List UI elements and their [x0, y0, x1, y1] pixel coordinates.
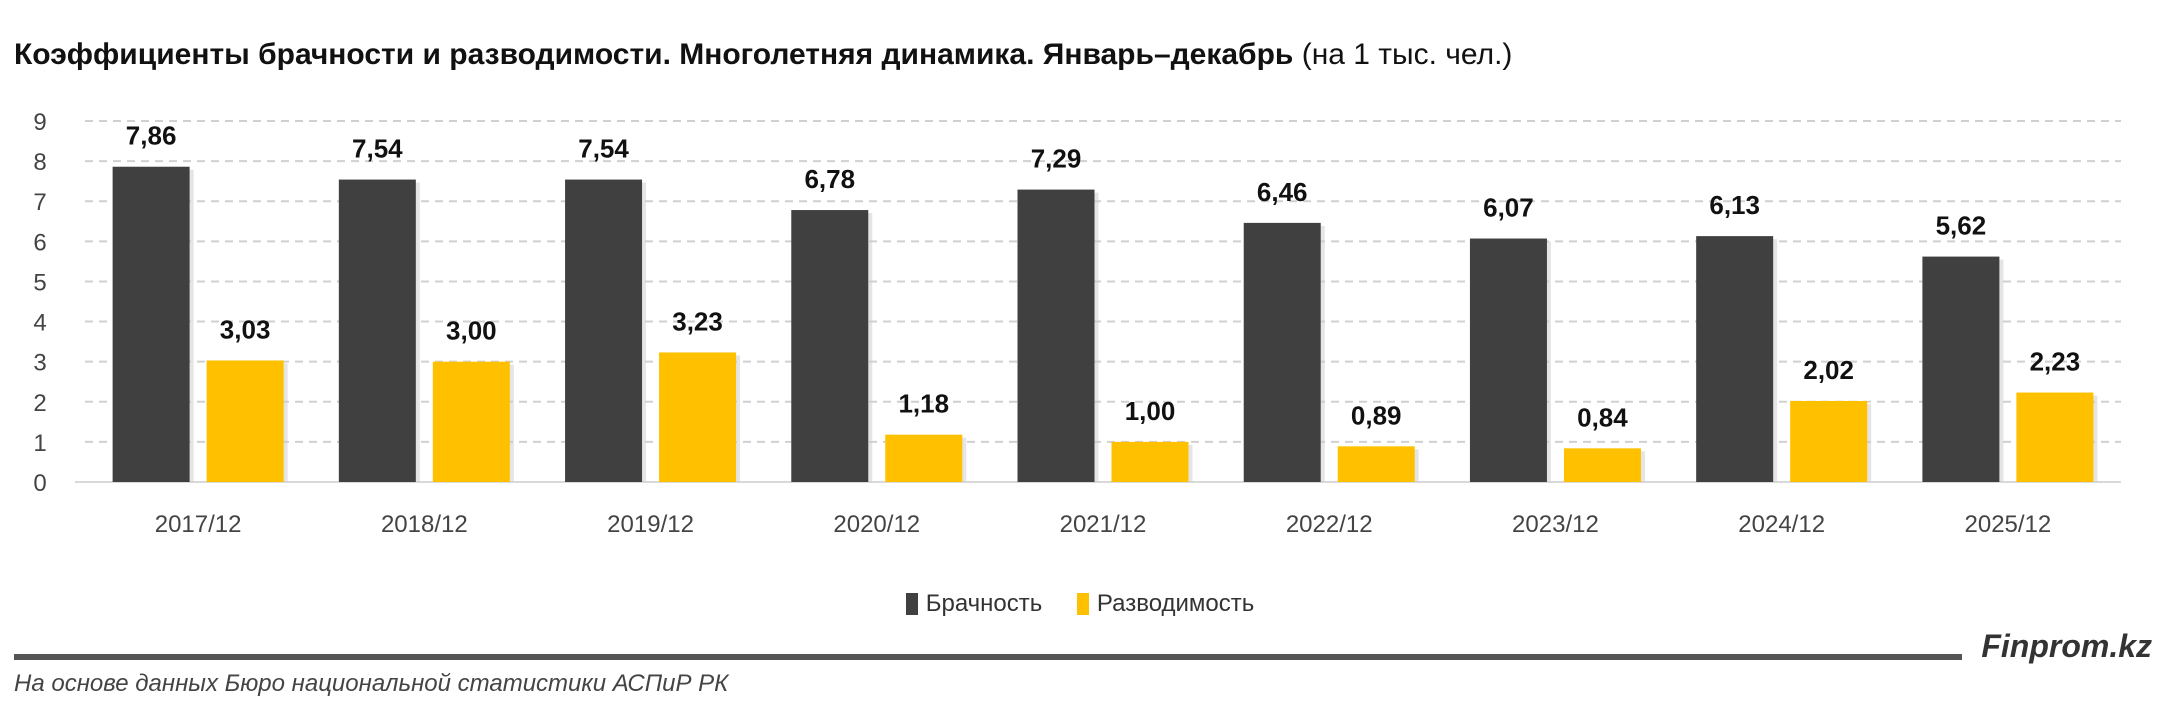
x-tick-label: 2017/12: [155, 511, 242, 538]
y-tick-label: 0: [33, 470, 46, 497]
data-label: 1,00: [1125, 396, 1176, 426]
bar-marriage: [1922, 256, 2000, 482]
chart-title: Коэффициенты брачности и разводимости. М…: [14, 38, 1513, 71]
x-tick-label: 2018/12: [381, 511, 468, 538]
bar-chart: 0 1 2 3 4 5 6 7 8 9 2017/12 7,86 3,03 2018/12 7,54 3,00…: [33, 109, 2121, 538]
y-tick-label: 1: [33, 430, 46, 457]
data-label: 7,54: [352, 134, 403, 164]
bar-divorce: [432, 361, 510, 482]
y-tick-label: 7: [33, 189, 46, 216]
bar-marriage: [565, 179, 643, 482]
x-tick-label: 2025/12: [1965, 511, 2052, 538]
legend-swatch: [905, 593, 918, 615]
data-label: 0,84: [1577, 402, 1628, 432]
legend: Брачность Разводимость: [0, 590, 2160, 622]
x-tick-label: 2023/12: [1512, 511, 1599, 538]
data-label: 3,23: [672, 306, 723, 336]
bar-marriage: [1243, 222, 1321, 483]
bar-divorce: [206, 360, 284, 482]
y-tick-label: 8: [33, 149, 46, 176]
bar-divorce: [1111, 441, 1189, 482]
y-tick-label: 2: [33, 390, 46, 417]
x-tick-label: 2024/12: [1738, 511, 1825, 538]
bar-marriage: [1469, 238, 1547, 482]
x-tick-label: 2019/12: [607, 511, 694, 538]
data-label: 6,78: [804, 164, 855, 194]
y-tick-label: 9: [33, 109, 46, 136]
legend-label: Брачность: [925, 590, 1043, 617]
data-label: 6,13: [1709, 190, 1760, 220]
data-label: 1,18: [898, 389, 949, 419]
data-label: 0,89: [1351, 400, 1402, 430]
footer-divider: [14, 654, 1962, 660]
bar-divorce: [1563, 448, 1641, 482]
data-label: 7,86: [126, 121, 177, 151]
data-label: 2,02: [1803, 355, 1854, 385]
bar-divorce: [1790, 400, 1868, 482]
x-tick-label: 2020/12: [833, 511, 920, 538]
data-label: 3,03: [220, 314, 271, 344]
data-label: 6,07: [1483, 193, 1534, 223]
bar-marriage: [1017, 189, 1095, 482]
data-label: 6,46: [1257, 177, 1308, 207]
legend-item-marriage: Брачность: [905, 590, 1043, 618]
bar-marriage: [791, 210, 869, 482]
y-tick-label: 4: [33, 310, 46, 337]
bar-divorce: [659, 352, 737, 482]
data-label: 3,00: [446, 316, 497, 346]
data-label: 7,29: [1031, 144, 1082, 174]
brand-logo: Finprom.kz: [1981, 628, 2152, 664]
legend-label: Разводимость: [1096, 590, 1255, 617]
bar-divorce: [1337, 446, 1415, 482]
bar-marriage: [338, 179, 416, 482]
x-tick-label: 2021/12: [1060, 511, 1147, 538]
bar-divorce: [885, 434, 963, 482]
data-label: 2,23: [2030, 347, 2081, 377]
y-tick-label: 6: [33, 229, 46, 256]
legend-swatch: [1076, 593, 1089, 615]
bar-marriage: [112, 166, 190, 482]
y-tick-label: 3: [33, 350, 46, 377]
bar-divorce: [2016, 392, 2094, 482]
data-label: 7,54: [578, 134, 629, 164]
data-label: 5,62: [1936, 211, 1987, 241]
bar-marriage: [1696, 236, 1774, 482]
x-tick-label: 2022/12: [1286, 511, 1373, 538]
source-note: На основе данных Бюро национальной стати…: [14, 670, 729, 697]
chart-subtitle: (на 1 тыс. чел.): [1301, 38, 1513, 71]
legend-item-divorce: Разводимость: [1076, 590, 1255, 618]
y-tick-label: 5: [33, 269, 46, 296]
